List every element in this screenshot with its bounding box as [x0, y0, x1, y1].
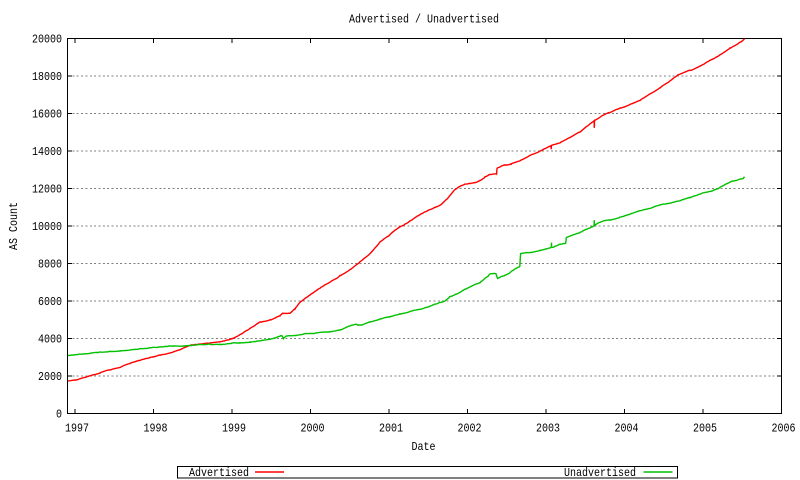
svg-text:2004: 2004: [615, 422, 639, 436]
svg-text:20000: 20000: [32, 33, 62, 47]
svg-text:1999: 1999: [222, 422, 246, 436]
svg-text:AS Count: AS Count: [7, 202, 21, 250]
svg-text:2000: 2000: [38, 370, 62, 384]
svg-text:Advertised / Unadvertised: Advertised / Unadvertised: [349, 13, 499, 27]
svg-text:2006: 2006: [772, 422, 796, 436]
svg-text:2002: 2002: [458, 422, 482, 436]
svg-text:2005: 2005: [693, 422, 717, 436]
svg-text:2001: 2001: [379, 422, 403, 436]
svg-text:2000: 2000: [301, 422, 325, 436]
svg-text:1997: 1997: [65, 422, 89, 436]
svg-text:Date: Date: [412, 440, 436, 454]
svg-text:16000: 16000: [32, 108, 62, 122]
svg-text:6000: 6000: [38, 295, 62, 309]
svg-text:12000: 12000: [32, 183, 62, 197]
svg-text:10000: 10000: [32, 220, 62, 234]
svg-text:18000: 18000: [32, 70, 62, 84]
svg-text:Advertised: Advertised: [189, 466, 249, 480]
svg-text:14000: 14000: [32, 145, 62, 159]
svg-text:Unadvertised: Unadvertised: [564, 466, 636, 480]
svg-text:4000: 4000: [38, 333, 62, 347]
svg-text:2003: 2003: [536, 422, 560, 436]
svg-text:0: 0: [56, 408, 62, 422]
svg-text:8000: 8000: [38, 258, 62, 272]
svg-text:1998: 1998: [144, 422, 168, 436]
